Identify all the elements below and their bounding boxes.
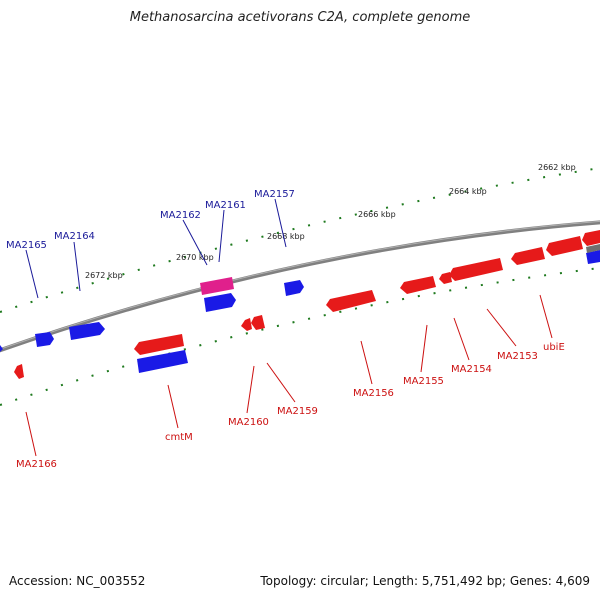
label-ma2160[interactable]: MA2160 [228,417,269,428]
scale-label-2668: 2668 kbp [267,232,305,241]
leader-ma2154 [453,317,470,361]
leader-ma2165 [25,249,39,299]
label-ma2156[interactable]: MA2156 [353,388,394,399]
leader-ma2155 [420,324,428,373]
gene-ma2164[interactable] [69,322,105,340]
label-ma2161[interactable]: MA2161 [205,200,246,211]
leader-ma2156 [360,340,373,385]
scale-label-2666: 2666 kbp [358,210,396,219]
gene-right-gray[interactable] [586,244,600,253]
gene-ma2155[interactable] [400,276,436,294]
gene-ma2154b[interactable] [439,272,452,284]
gene-ma2165[interactable] [35,332,54,347]
label-ubie[interactable]: ubiE [543,342,565,353]
leader-ubie [539,294,553,339]
gene-cmtm-blue[interactable] [137,350,188,373]
scale-label-2664: 2664 kbp [449,187,487,196]
gene-right-forward[interactable] [586,250,600,264]
gene-right-reverse[interactable] [582,230,600,246]
map-title: Methanosarcina acetivorans C2A, complete… [129,10,471,25]
label-ma2153[interactable]: MA2153 [497,351,538,362]
gene-ma2156[interactable] [326,290,376,312]
leader-ma2157 [274,198,287,248]
reverse-gene-labels: ubiE MA2153 MA2154 MA2155 MA2156 MA2159 … [16,342,565,470]
label-ma2162[interactable]: MA2162 [160,210,201,221]
leader-ma2153 [486,308,517,347]
gene-ma2153[interactable] [511,247,545,265]
gene-ma2154[interactable] [449,258,503,281]
label-ma2155[interactable]: MA2155 [403,376,444,387]
gene-ma2162[interactable] [200,277,234,295]
leader-cmtm [167,384,179,429]
gene-ubie[interactable] [546,236,583,256]
label-ma2164[interactable]: MA2164 [54,231,95,242]
genome-backbone [0,220,600,353]
gene-left-forward[interactable] [0,345,3,352]
scale-label-2672: 2672 kbp [85,271,123,280]
gene-ma2161[interactable] [204,293,236,312]
gene-ma2157[interactable] [284,280,304,296]
label-ma2154[interactable]: MA2154 [451,364,492,375]
scale-label-2662: 2662 kbp [538,163,576,172]
label-ma2165[interactable]: MA2165 [6,240,47,251]
forward-genes [0,244,600,352]
gene-cmtm[interactable] [134,334,184,355]
scale-labels: 2662 kbp 2664 kbp 2666 kbp 2668 kbp 2670… [85,163,576,280]
leader-ma2159 [266,362,296,403]
forward-gene-labels: MA2157 MA2161 MA2162 MA2164 MA2165 [6,189,295,251]
gene-ma2159[interactable] [251,315,265,330]
gene-ma2166[interactable] [14,364,24,379]
label-ma2166[interactable]: MA2166 [16,459,57,470]
gene-ma2160[interactable] [241,318,252,331]
reverse-genes [14,230,600,379]
scale-label-2670: 2670 kbp [176,253,214,262]
label-ma2159[interactable]: MA2159 [277,406,318,417]
leader-ma2166 [25,411,37,457]
leader-ma2160 [246,365,255,414]
genome-summary-text: Topology: circular; Length: 5,751,492 bp… [260,574,590,588]
genome-backbone-highlight [0,220,600,350]
leader-ma2161 [218,209,225,263]
leader-ma2164 [73,241,81,292]
leader-lines [25,198,553,457]
label-ma2157[interactable]: MA2157 [254,189,295,200]
label-cmtm[interactable]: cmtM [165,432,193,443]
accession-text: Accession: NC_003552 [9,574,146,588]
leader-ma2162 [182,219,208,266]
